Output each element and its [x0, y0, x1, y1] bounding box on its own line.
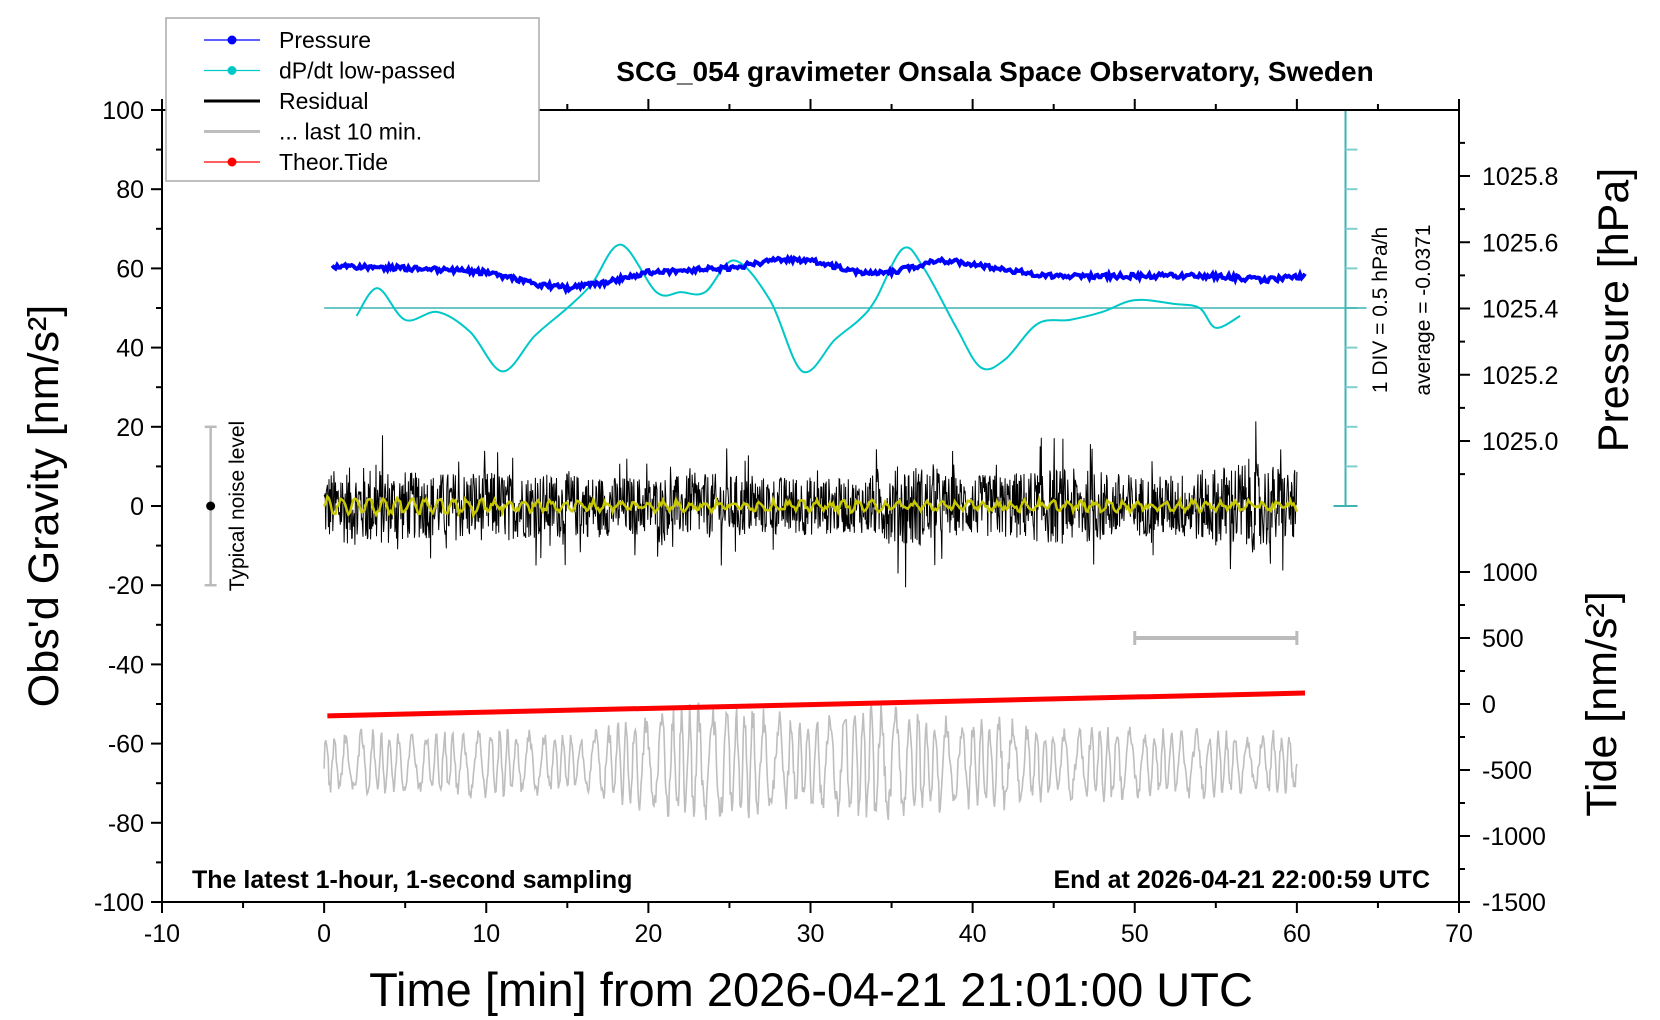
plot-frame [161, 109, 1460, 903]
chart-title: SCG_054 gravimeter Onsala Space Observat… [616, 56, 1373, 87]
tide-tick-label: 500 [1482, 625, 1524, 653]
y-tick-label: -60 [108, 731, 144, 759]
legend-label: Pressure [279, 27, 371, 53]
tide-axis-title: Tide [nm/s²] [1578, 591, 1626, 816]
last-10-min-series [323, 702, 1298, 821]
y-tick-label: -20 [108, 572, 144, 600]
dpdt-series [355, 243, 1241, 374]
x-tick-label: 0 [317, 920, 331, 948]
theoretical-tide-series [327, 690, 1306, 719]
bottom-left-annotation: The latest 1-hour, 1-second sampling [192, 866, 632, 894]
pressure-tick-label: 1025.8 [1482, 163, 1558, 191]
y-tick-label: 40 [116, 335, 144, 363]
x-tick-label: 40 [959, 920, 987, 948]
y-tick-label: -80 [108, 810, 144, 838]
x-tick-label: 10 [472, 920, 500, 948]
series-layer [204, 109, 1367, 821]
tide-tick-label: -1500 [1482, 889, 1546, 917]
legend-swatch-dot [227, 35, 237, 45]
y-tick-label: 0 [130, 493, 144, 521]
average-label: average = -0.0371 [1412, 224, 1435, 395]
legend-swatch-dot [227, 157, 237, 167]
legend-label: ... last 10 min. [279, 119, 422, 145]
legend-label: dP/dt low-passed [279, 58, 455, 84]
noise-level-label: Typical noise level [226, 421, 249, 591]
y-tick-label: 20 [116, 414, 144, 442]
x-tick-label: 20 [634, 920, 662, 948]
y-tick-label: 100 [102, 97, 144, 125]
x-tick-label: 60 [1283, 920, 1311, 948]
x-tick-label: -10 [144, 920, 180, 948]
axes-ticks: -10 0 10 20 30 40 50 60 70100806040200-20-40-60-… [94, 97, 1559, 948]
bottom-right-annotation: End at 2026-04-21 22:00:59 UTC [1053, 866, 1430, 894]
y-tick-label: 80 [116, 176, 144, 204]
y-tick-label: 60 [116, 255, 144, 283]
y-tick-label: -40 [108, 651, 144, 679]
pressure-tick-label: 1025.6 [1482, 229, 1558, 257]
pressure-axis-title: Pressure [hPa] [1590, 168, 1638, 452]
y-axis-title: Obs'd Gravity [nm/s²] [20, 305, 68, 707]
smoothed-residual-series [322, 493, 1299, 520]
pressure-tick-label: 1025.4 [1482, 296, 1559, 324]
legend-swatch-dot [227, 66, 237, 75]
pressure-tick-label: 1025.2 [1482, 362, 1558, 390]
tide-tick-label: 1000 [1482, 559, 1538, 587]
legend: Pressure dP/dt low-passed Residual ... last… [165, 17, 540, 182]
tide-tick-label: -1000 [1482, 823, 1546, 851]
legend-label: Residual [279, 88, 369, 114]
x-tick-label: 70 [1445, 920, 1473, 948]
x-tick-label: 30 [797, 920, 825, 948]
pressure-tick-label: 1025.0 [1482, 428, 1558, 456]
noise-level-dot [206, 501, 216, 511]
x-axis-title: Time [min] from 2026-04-21 21:01:00 UTC [369, 963, 1253, 1016]
legend-label: Theor.Tide [279, 149, 388, 175]
tide-tick-label: 0 [1482, 691, 1496, 719]
tide-tick-label: -500 [1482, 757, 1532, 785]
x-tick-label: 50 [1121, 920, 1149, 948]
y-tick-label: -100 [94, 889, 144, 917]
pressure-series [330, 253, 1307, 296]
div-label: 1 DIV = 0.5 hPa/h [1369, 227, 1392, 393]
